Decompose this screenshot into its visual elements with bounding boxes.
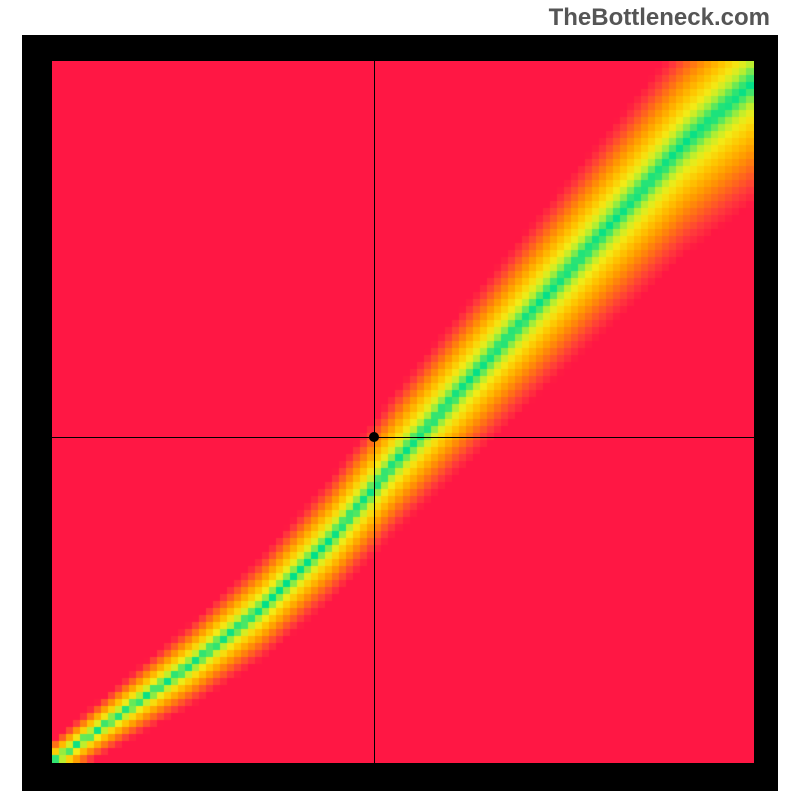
crosshair-horizontal [52,437,754,438]
plot-border [22,35,778,791]
watermark-text: TheBottleneck.com [549,4,770,32]
bottleneck-heatmap [52,61,754,763]
chart-frame: TheBottleneck.com [0,0,800,800]
selection-marker [369,432,379,442]
crosshair-vertical [374,61,375,763]
